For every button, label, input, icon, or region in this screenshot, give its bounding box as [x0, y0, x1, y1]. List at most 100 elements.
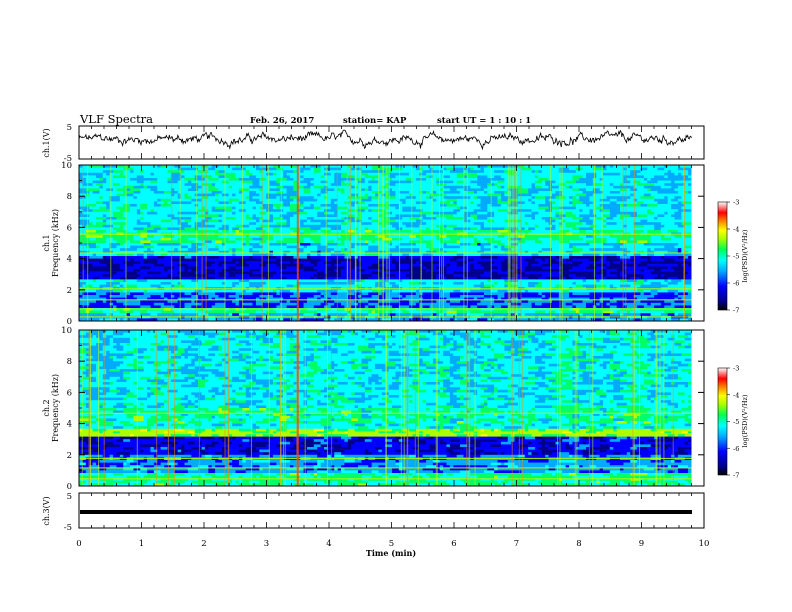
spectrogram-cell — [181, 194, 185, 197]
spectrogram-cell — [412, 222, 416, 225]
spectrogram-cell — [236, 285, 243, 288]
spectrogram-cell — [164, 235, 171, 238]
spectrogram-cell — [198, 295, 202, 298]
spectrogram-cell — [130, 207, 137, 210]
spectrogram-cell — [215, 272, 219, 275]
spectrogram-cell — [586, 227, 593, 230]
spectrogram-cell — [276, 300, 280, 303]
spectrogram-cell — [246, 173, 253, 176]
spectrogram-cell — [327, 196, 331, 199]
spectrogram-cell — [494, 214, 498, 217]
spectrogram-cell — [249, 259, 253, 262]
spectrogram-cell — [545, 243, 552, 246]
spectrogram-cell — [402, 196, 406, 199]
spectrogram-cell — [395, 175, 402, 178]
spectrogram-cell — [249, 188, 260, 191]
spectrogram-cell — [630, 303, 637, 306]
spectrogram-cell — [290, 303, 297, 306]
spectrogram-cell — [86, 196, 93, 199]
spectrogram-cell — [86, 253, 93, 256]
spectrogram-cell — [620, 277, 631, 280]
spectrogram-cell — [304, 264, 315, 267]
spectrogram-cell — [103, 248, 110, 251]
spectrogram-cell — [412, 279, 416, 282]
spectrogram-cell — [457, 238, 461, 241]
spectrogram-cell — [681, 217, 692, 220]
spectrogram-cell — [532, 173, 536, 176]
spectrogram-cell — [150, 225, 161, 228]
spectrogram-cell — [89, 238, 96, 241]
spectrogram-cell — [341, 175, 345, 178]
spectrogram-cell — [664, 222, 675, 225]
spectrogram-cell — [552, 295, 559, 298]
spectrogram-cell — [348, 285, 352, 288]
spectrogram-cell — [657, 201, 668, 204]
spectrogram-cell — [457, 279, 461, 282]
spectrogram-cell — [317, 214, 324, 217]
spectrogram-cell — [664, 300, 668, 303]
spectrogram-cell — [620, 194, 631, 197]
spectrogram-cell — [484, 170, 495, 173]
spectrogram-cell — [617, 214, 621, 217]
spectrogram-cell — [154, 238, 161, 241]
spectrogram-cell — [654, 183, 665, 186]
spectrogram-cell — [276, 181, 280, 184]
spectrogram-cell — [99, 230, 106, 233]
spectrogram-cell — [229, 188, 240, 191]
spectrogram-cell — [664, 235, 671, 238]
spectrogram-cell — [140, 209, 151, 212]
spectrogram-cell — [178, 279, 189, 282]
spectrogram-cell — [263, 191, 267, 194]
spectrogram-cell — [270, 199, 281, 202]
spectrogram-cell — [191, 264, 198, 267]
spectrogram-cell — [321, 201, 325, 204]
spectrogram-cell — [249, 243, 260, 246]
spectrogram-cell — [569, 295, 576, 298]
spectrogram-cell — [154, 194, 165, 197]
spectrogram-cell — [392, 194, 396, 197]
spectrogram-cell — [150, 181, 157, 184]
spectrogram-cell — [447, 199, 458, 202]
spectrogram-cell — [331, 196, 342, 199]
spectrogram-cell — [212, 290, 216, 293]
spectrogram-cell — [283, 235, 287, 238]
spectrogram-cell — [361, 188, 365, 191]
spectrogram-cell — [453, 253, 457, 256]
spectrogram-cell — [664, 259, 675, 262]
spectrogram-cell — [657, 264, 668, 267]
spectrogram-cell — [99, 207, 106, 210]
spectrogram-cell — [219, 230, 223, 233]
spectrogram-cell — [103, 266, 110, 269]
spectrogram-cell — [651, 209, 655, 212]
spectrogram-cell — [429, 196, 433, 199]
spectrogram-cell — [640, 253, 647, 256]
spectrogram-cell — [566, 266, 573, 269]
spectrogram-cell — [576, 285, 583, 288]
spectrogram-cell — [606, 269, 613, 272]
spectrogram-cell — [685, 183, 689, 186]
spectrogram-cell — [630, 201, 637, 204]
spectrogram-cell — [389, 300, 400, 303]
spectrogram-cell — [304, 191, 311, 194]
spectrogram-cell — [610, 209, 621, 212]
spectrogram-cell — [331, 261, 342, 264]
spectrogram-cell — [395, 253, 399, 256]
spectrogram-cell — [307, 274, 314, 277]
spectrogram-cell — [569, 256, 576, 259]
spectrogram-cell — [93, 178, 100, 181]
spectrogram-cell — [310, 269, 314, 272]
spectrogram-cell — [521, 277, 528, 280]
spectrogram-cell — [103, 178, 107, 181]
spectrogram-cell — [215, 259, 222, 262]
spectrogram-cell — [157, 285, 161, 288]
spectrogram-cell — [566, 199, 573, 202]
spectrogram-cell — [113, 227, 124, 230]
spectrogram-cell — [674, 269, 685, 272]
spectrogram-cell — [246, 230, 257, 233]
spectrogram-cell — [661, 274, 665, 277]
spectrogram-cell — [174, 292, 185, 295]
spectrogram-cell — [549, 246, 556, 249]
spectrogram-cell — [96, 204, 107, 207]
spectrogram-cell — [426, 181, 430, 184]
spectrogram-cell — [429, 305, 440, 308]
